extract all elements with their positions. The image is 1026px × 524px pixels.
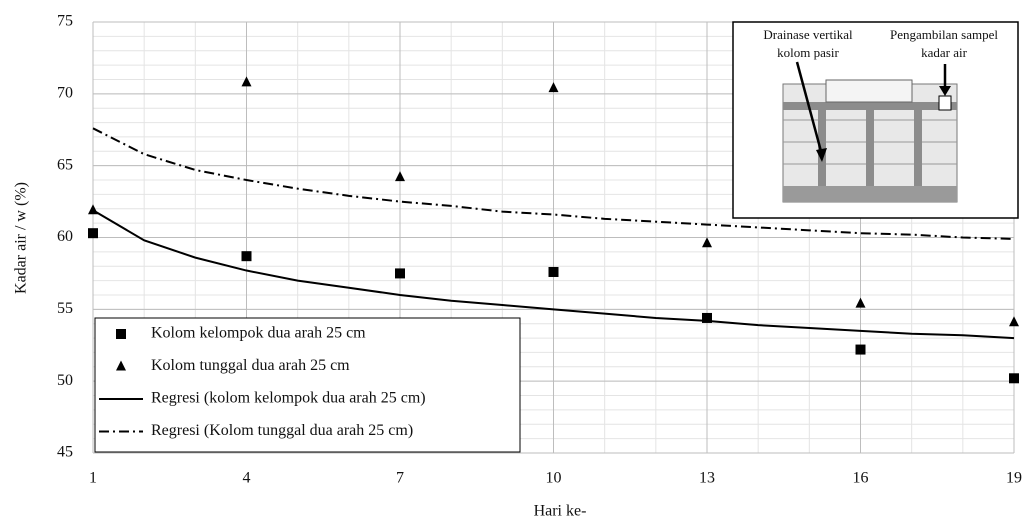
legend-box [94,317,521,453]
regression-line [92,209,1015,340]
inset-label: Pengambilan sampel [890,27,998,42]
x-tick-label: 4 [243,470,251,487]
y-axis-title: Kadar air / w (%) [13,182,30,294]
sand-column [818,110,826,186]
y-tick-label: 60 [57,228,73,245]
marker-square [88,228,98,239]
sand-column [866,110,874,186]
y-tick-label: 55 [57,300,73,317]
x-tick-label: 19 [1006,470,1022,487]
regression-line [92,127,1015,240]
y-tick-label: 45 [57,444,73,461]
marker-square [702,312,712,323]
marker-triangle [702,237,712,248]
x-tick-label: 1 [89,470,97,487]
inset-label: kadar air [921,45,968,60]
x-tick-label: 16 [853,470,869,487]
marker-square [548,266,559,277]
load-plate [825,79,913,103]
base-layer [783,186,957,202]
legend-label: Kolom tunggal dua arah 25 cm [151,357,350,374]
legend-marker [116,329,126,339]
marker-triangle [395,171,405,182]
inset-label: Drainase vertikal [763,27,853,42]
legend-marker [116,360,126,371]
marker-square [395,268,405,279]
legend-label: Regresi (kolom kelompok dua arah 25 cm) [151,390,426,407]
arrow-head [816,148,827,162]
marker-triangle [241,76,252,87]
inset: Drainase vertikal kolom pasir Pengambila… [732,21,1019,219]
sample-point [938,95,952,111]
x-tick-label: 13 [699,470,715,487]
marker-square [855,344,866,355]
x-tick-label: 10 [546,470,562,487]
legend-label: Kolom kelompok dua arah 25 cm [151,325,366,342]
marker-triangle [548,82,559,93]
sand-column [914,110,922,186]
legend-label: Regresi (Kolom tunggal dua arah 25 cm) [151,422,413,439]
x-axis-title: Hari ke- [534,503,587,520]
y-tick-label: 50 [57,372,73,389]
marker-triangle [855,297,866,308]
y-tick-label: 75 [57,13,73,30]
inset-label: kolom pasir [777,45,839,60]
y-tick-label: 65 [57,156,73,173]
y-tick-label: 70 [57,85,73,102]
arrow [795,61,824,156]
marker-triangle [1009,316,1019,327]
x-tick-label: 7 [396,470,404,487]
marker-square [1009,373,1019,384]
top-layer [783,102,957,110]
arrow-head [939,86,951,96]
marker-square [241,251,252,262]
